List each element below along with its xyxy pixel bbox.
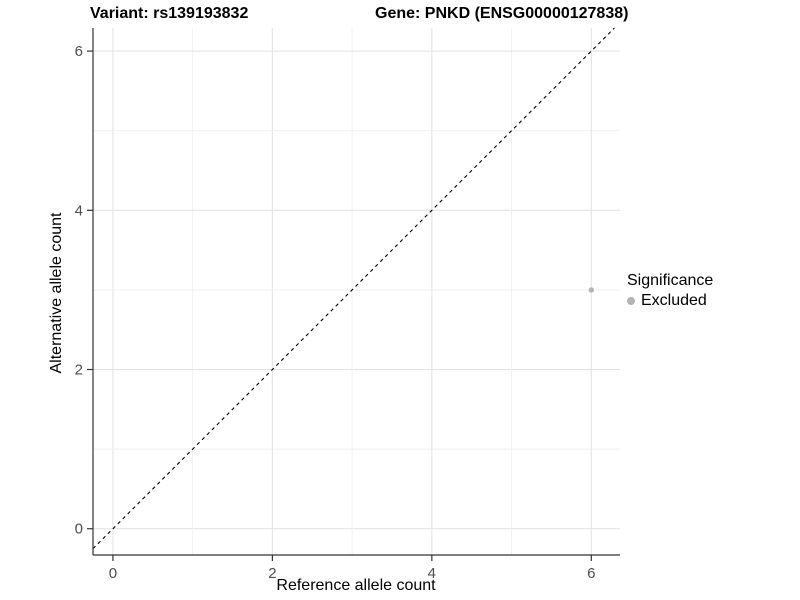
y-tick-label: 4 [75, 202, 83, 219]
y-tick-label: 0 [75, 521, 83, 538]
legend: Significance Excluded [627, 272, 713, 310]
x-tick-label: 0 [109, 565, 117, 582]
legend-key-dot-icon [627, 297, 635, 305]
legend-item-label: Excluded [641, 292, 707, 309]
x-tick-label: 2 [268, 565, 276, 582]
y-axis-title: Alternative allele count [48, 212, 65, 374]
plot-title-gene: Gene: PNKD (ENSG00000127838) [375, 5, 629, 22]
legend-title: Significance [627, 272, 714, 289]
plot-title-variant: Variant: rs139193832 [90, 5, 249, 22]
legend-item-excluded: Excluded [627, 292, 713, 310]
x-tick-label: 6 [587, 565, 595, 582]
x-axis-title: Reference allele count [276, 577, 436, 594]
identity-line [92, 27, 615, 550]
y-tick-label: 2 [75, 362, 83, 379]
data-point [588, 287, 594, 293]
y-tick-label: 6 [75, 43, 83, 60]
x-tick-label: 4 [428, 565, 436, 582]
